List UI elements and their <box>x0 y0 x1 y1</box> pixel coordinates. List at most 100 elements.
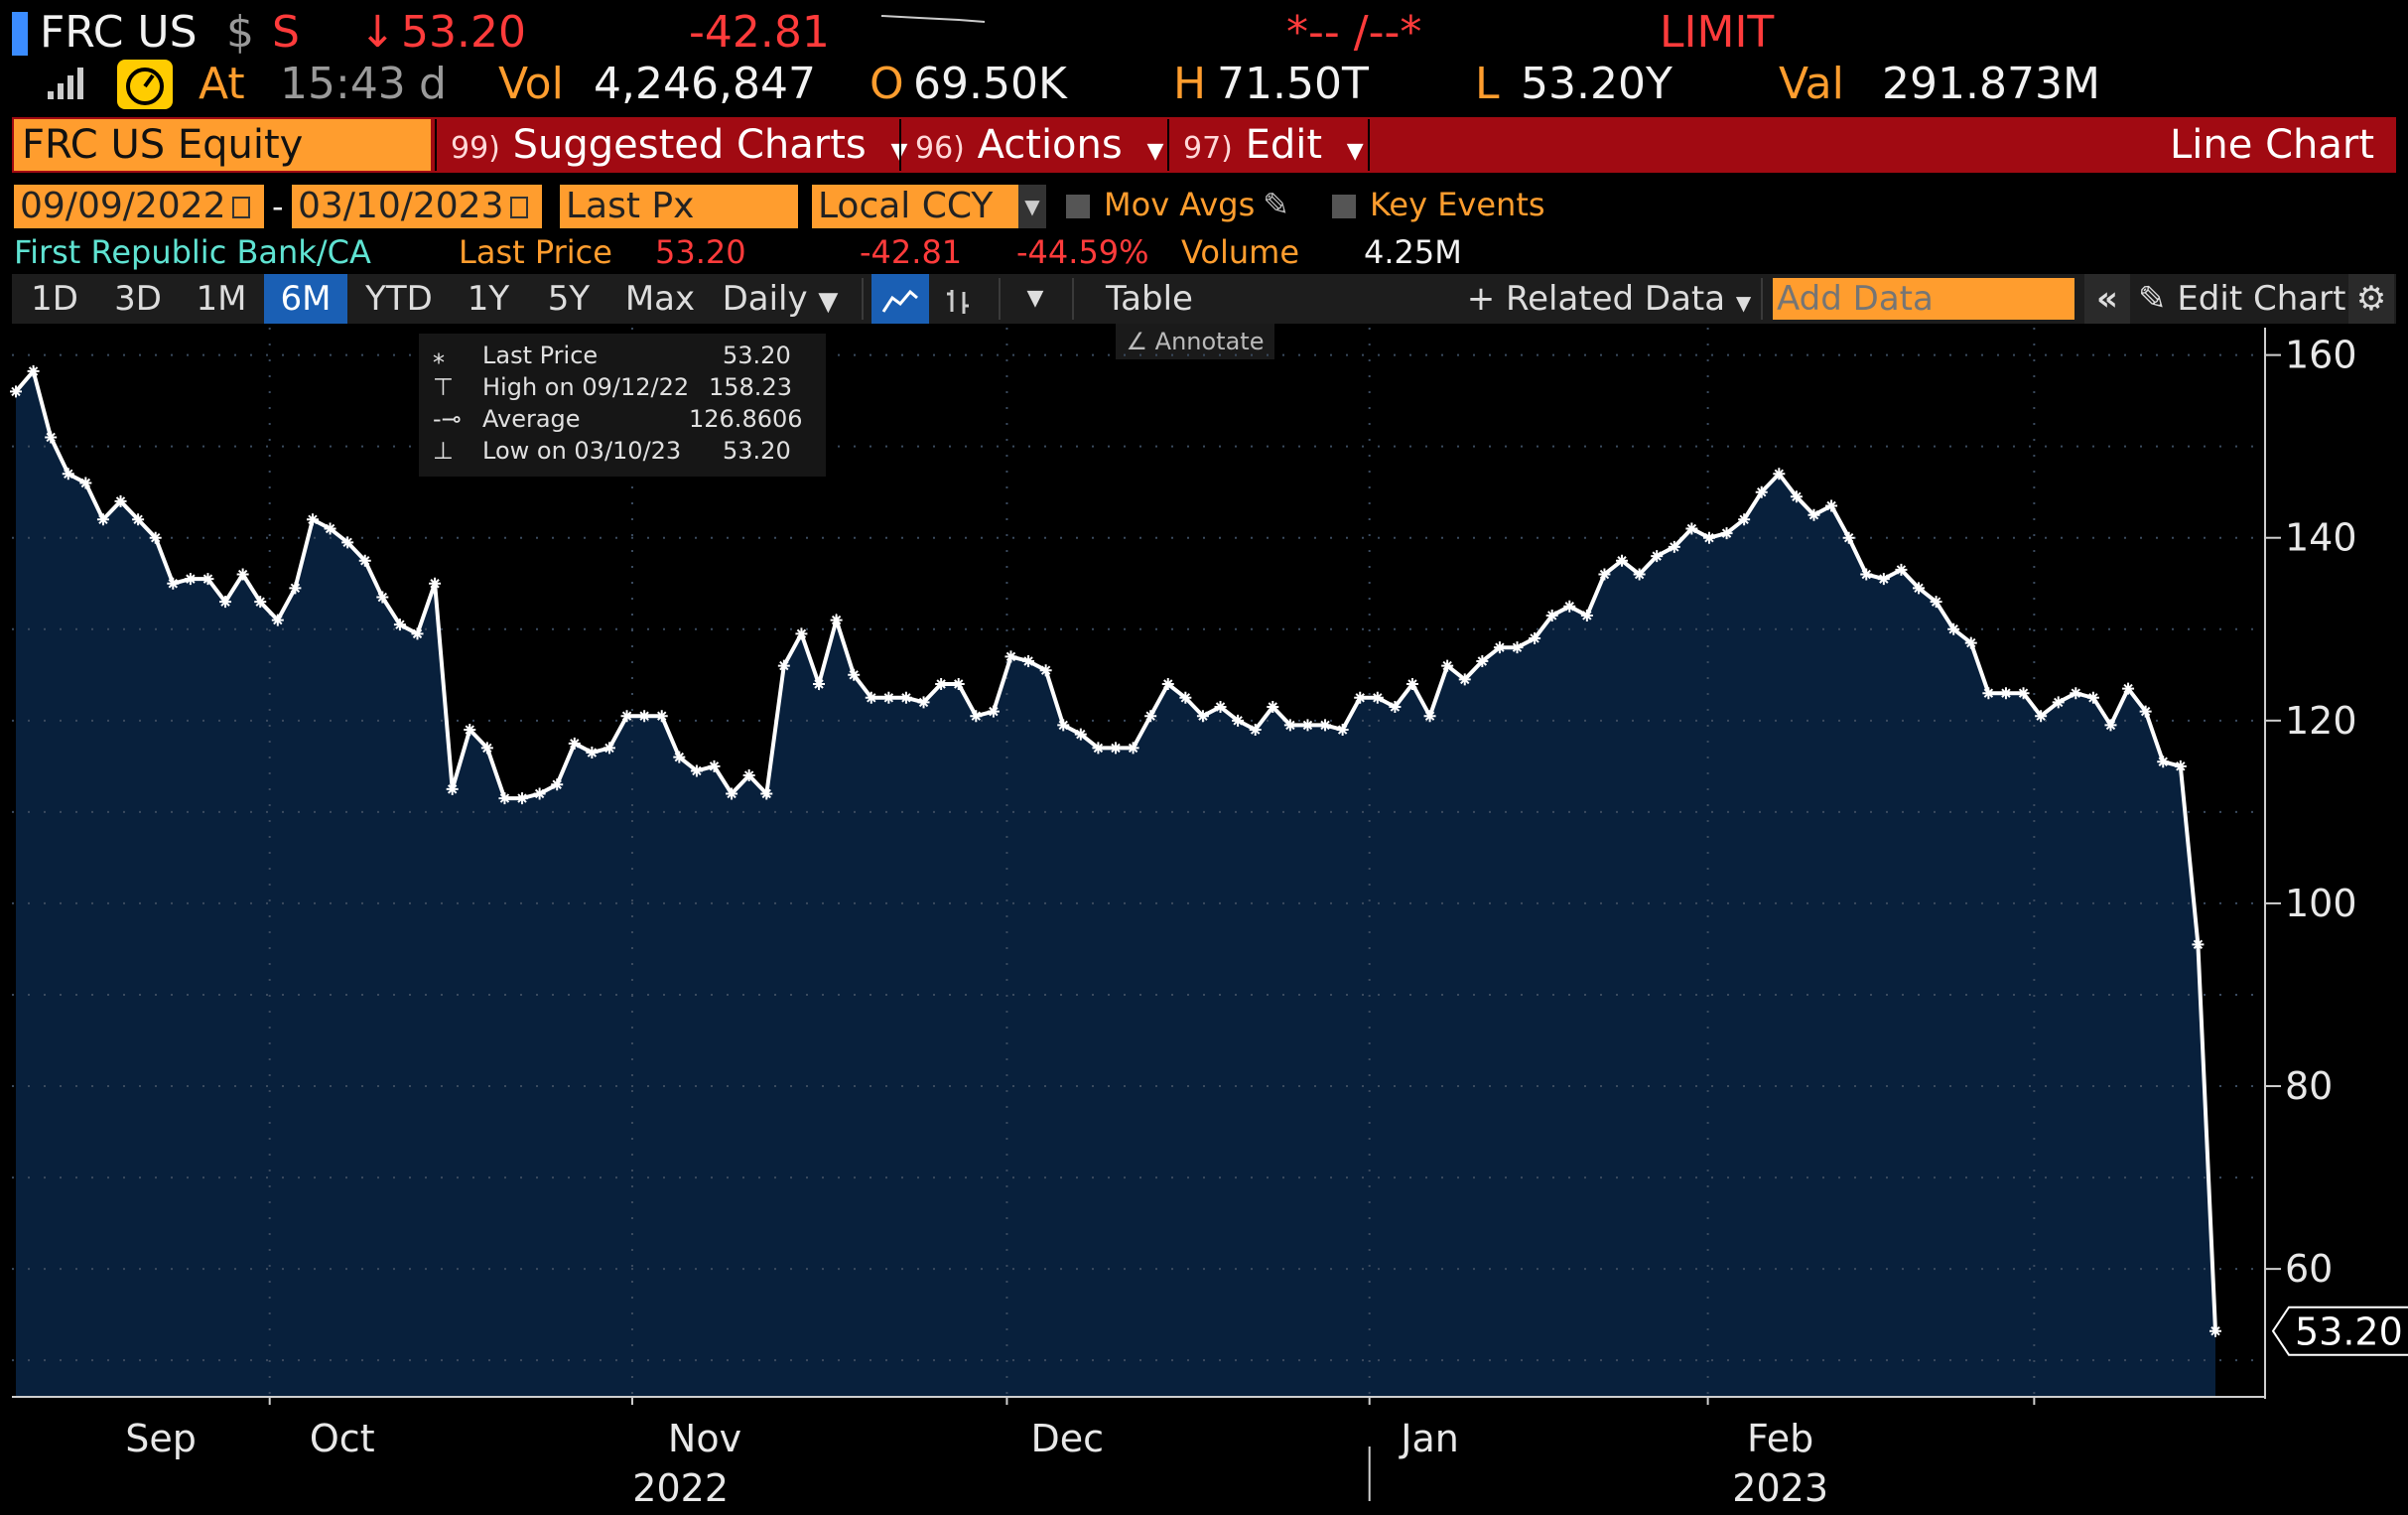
price-point <box>848 668 861 681</box>
price-point <box>2035 710 2048 723</box>
price-point <box>2104 719 2117 732</box>
key-events-toggle[interactable]: Key Events <box>1332 185 1545 224</box>
menu-suggested-charts[interactable]: 99) Suggested Charts ▼ <box>435 119 907 171</box>
price-point <box>1405 678 1418 690</box>
legend-label: Last Price <box>482 342 599 369</box>
low-label: L <box>1475 59 1500 109</box>
period-3d[interactable]: 3D <box>114 279 162 319</box>
caret-down-icon[interactable]: ▼ <box>1018 185 1046 228</box>
period-max[interactable]: Max <box>624 279 696 319</box>
frequency-select[interactable]: Daily ▼ <box>709 274 852 324</box>
bar-chart-icon[interactable] <box>933 274 983 324</box>
caret-down-icon: ▼ <box>1735 291 1752 315</box>
menu-actions[interactable]: 96) Actions ▼ <box>899 119 1165 171</box>
calendar-icon[interactable] <box>231 197 250 218</box>
price-point <box>1913 582 1926 595</box>
price-point <box>551 778 564 791</box>
price-point <box>917 696 930 709</box>
price-point <box>1529 631 1541 644</box>
price-field-select[interactable]: Last Px <box>560 185 798 228</box>
price-point <box>1895 563 1908 576</box>
legend-value: 158.23 <box>709 373 792 401</box>
high-marker-icon: ⊤ <box>433 373 454 401</box>
period-1d[interactable]: 1D <box>31 279 78 319</box>
gauge-icon[interactable] <box>117 60 173 109</box>
price-point <box>742 769 755 782</box>
price-point <box>726 787 738 800</box>
price-point <box>708 759 721 772</box>
price-point <box>1616 554 1629 567</box>
y-tick-label: 60 <box>2285 1247 2333 1291</box>
summary-pct-change: -44.59% <box>1016 233 1149 271</box>
ticker-symbol: FRC US <box>40 7 198 58</box>
price-point <box>1110 742 1122 755</box>
period-ytd[interactable]: YTD <box>365 279 433 319</box>
collapse-icon[interactable]: « <box>2084 274 2130 324</box>
currency-select[interactable]: Local CCY ▼ <box>812 185 1046 228</box>
price-point <box>2086 691 2099 704</box>
price-point <box>2017 687 2030 700</box>
open-value: 69.50K <box>913 59 1067 109</box>
period-1m[interactable]: 1M <box>196 279 247 319</box>
calendar-icon[interactable] <box>509 197 528 218</box>
mov-avgs-toggle[interactable]: Mov Avgs ✎ <box>1066 185 1289 224</box>
start-date-field[interactable]: 09/09/2022 <box>14 185 264 228</box>
period-1y[interactable]: 1Y <box>467 279 510 319</box>
price-point <box>777 659 790 672</box>
checkbox-icon[interactable] <box>1066 195 1090 218</box>
price-point <box>1039 664 1052 677</box>
price-point <box>1458 673 1471 686</box>
menu-edit[interactable]: 97) Edit ▼ <box>1167 119 1366 171</box>
price-point <box>271 614 284 626</box>
add-data-input[interactable] <box>1773 278 2074 320</box>
frequency-label: Daily <box>722 279 808 319</box>
caret-down-icon[interactable]: ▼ <box>1026 286 1044 311</box>
price-point <box>1633 568 1646 581</box>
price-point <box>2209 1324 2221 1337</box>
related-data-label: + Related Data <box>1466 279 1726 319</box>
gear-icon[interactable]: ⚙ <box>2348 274 2394 324</box>
related-data-menu[interactable]: + Related Data ▼ <box>1465 274 1753 324</box>
signal-bars-icon <box>44 64 89 103</box>
price-point <box>1319 719 1332 732</box>
end-date-field[interactable]: 03/10/2023 <box>292 185 542 228</box>
price-point <box>1702 531 1715 544</box>
legend-box: ⁎ Last Price 53.20 ⊤ High on 09/12/22 15… <box>419 334 826 477</box>
pencil-icon[interactable]: ✎ <box>1263 186 1290 223</box>
annotate-icon: ∠ <box>1126 328 1148 355</box>
period-5y[interactable]: 5Y <box>547 279 591 319</box>
toolbar-divider <box>862 278 864 320</box>
legend-marker-icon: ⁎ <box>433 342 445 369</box>
menu-number: 97) <box>1183 131 1233 166</box>
currency-value: Local CCY <box>818 186 994 226</box>
value-label: Val <box>1779 59 1844 109</box>
price-point <box>620 710 633 723</box>
period-6m[interactable]: 6M <box>264 274 347 324</box>
line-chart-icon[interactable] <box>871 274 929 324</box>
start-date-value: 09/09/2022 <box>20 186 226 226</box>
price-chart[interactable]: 160 140 120 100 80 60 53.20 Sep Oct Nov Dec Jan Feb 2… <box>0 328 2408 1515</box>
summary-change: -42.81 <box>860 233 963 271</box>
price-point <box>1476 654 1489 667</box>
summary-volume-label: Volume <box>1181 233 1300 271</box>
quote-time: 15:43 <box>280 59 406 109</box>
price-point <box>254 596 267 609</box>
x-tick-label: Sep <box>125 1417 197 1460</box>
x-tick-label: Nov <box>668 1417 741 1460</box>
price-point <box>1964 636 1977 649</box>
volume-value: 4,246,847 <box>594 59 816 109</box>
currency-symbol: $ <box>226 7 254 58</box>
price-point <box>480 742 493 755</box>
edit-chart-button[interactable]: ✎ Edit Chart <box>2138 274 2345 324</box>
price-point <box>1668 540 1680 553</box>
x-tick-label: Dec <box>1031 1417 1105 1460</box>
security-field[interactable]: FRC US Equity <box>14 119 431 171</box>
price-point <box>1196 710 1209 723</box>
checkbox-icon[interactable] <box>1332 195 1356 218</box>
table-button[interactable]: Table <box>1106 279 1193 319</box>
price-point <box>1825 499 1838 512</box>
price-point <box>393 619 406 631</box>
annotate-button[interactable]: ∠ Annotate <box>1116 324 1274 359</box>
price-area <box>16 370 2215 1397</box>
at-label: At <box>199 59 245 109</box>
